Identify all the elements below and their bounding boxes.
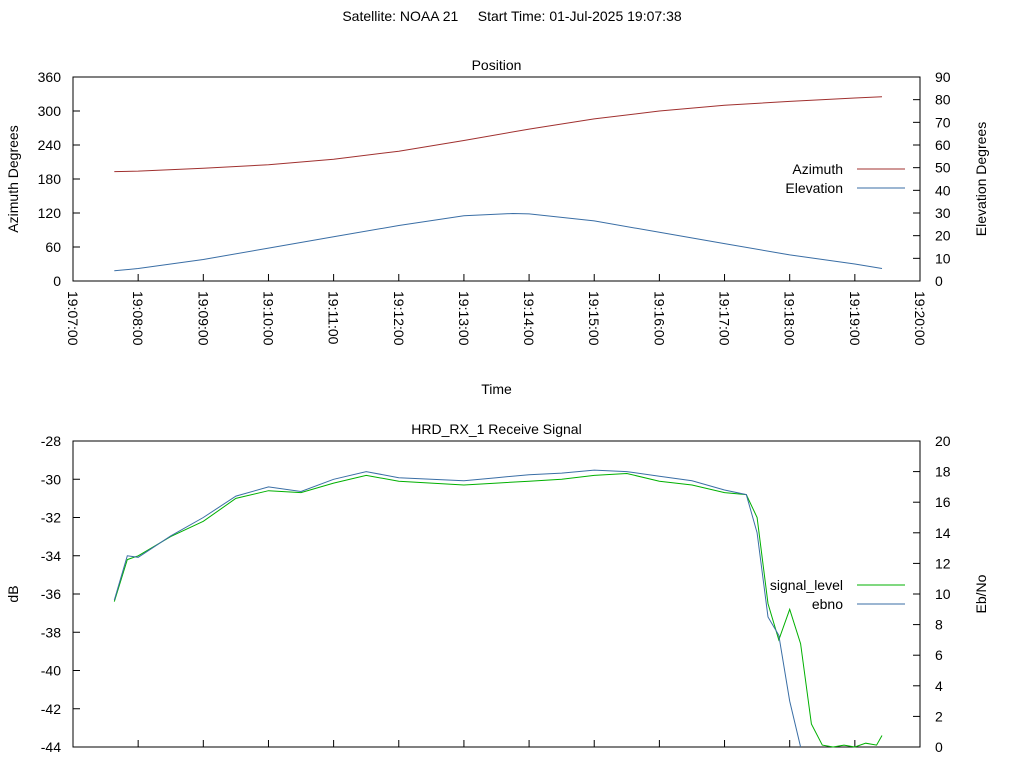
legend-label: Elevation: [785, 180, 843, 196]
y-tick-label: -42: [41, 701, 61, 717]
y-tick-label: -32: [41, 510, 61, 526]
y-axis-label: Azimuth Degrees: [5, 125, 21, 232]
y2-tick-label: 20: [935, 433, 951, 449]
y2-tick-label: 0: [935, 739, 943, 755]
y2-tick-label: 50: [935, 160, 951, 176]
y-tick-label: -38: [41, 624, 61, 640]
y2-tick-label: 60: [935, 137, 951, 153]
y2-tick-label: 10: [935, 250, 951, 266]
y2-tick-label: 30: [935, 205, 951, 221]
y-tick-label: 240: [38, 137, 62, 153]
y2-tick-label: 2: [935, 708, 943, 724]
series-line-signal-level: [113, 472, 883, 748]
y2-tick-label: 10: [935, 586, 951, 602]
x-tick-label: 19:14:00: [521, 291, 537, 346]
x-tick-label: 19:11:00: [326, 291, 342, 345]
y-tick-label: -30: [41, 471, 61, 487]
x-tick-label: 19:15:00: [586, 291, 602, 346]
legend-label: ebno: [812, 596, 843, 612]
x-axis-label: Time: [481, 381, 512, 397]
y2-tick-label: 16: [935, 494, 951, 510]
x-tick-label: 19:19:00: [847, 291, 863, 346]
y2-tick-label: 18: [935, 464, 951, 480]
x-tick-label: 19:08:00: [130, 291, 146, 346]
y-tick-label: -40: [41, 663, 61, 679]
y-tick-label: 360: [38, 69, 62, 85]
x-tick-label: 19:13:00: [456, 291, 472, 346]
series-line-elevation: [114, 212, 883, 272]
y-tick-label: -28: [41, 433, 61, 449]
y2-tick-label: 20: [935, 228, 951, 244]
y-tick-label: 120: [38, 205, 62, 221]
plot-frame: [72, 440, 921, 748]
x-tick-label: 19:09:00: [195, 291, 211, 346]
x-tick-label: 19:16:00: [651, 291, 667, 346]
y2-tick-label: 0: [935, 273, 943, 289]
y-tick-label: 0: [53, 273, 61, 289]
x-tick-label: 19:12:00: [391, 291, 407, 346]
y2-tick-label: 12: [935, 555, 951, 571]
y-tick-label: -44: [41, 739, 61, 755]
y2-tick-label: 70: [935, 114, 951, 130]
legend-label: signal_level: [770, 577, 843, 593]
y2-tick-label: 40: [935, 182, 951, 198]
y-tick-label: -36: [41, 586, 61, 602]
y2-tick-label: 8: [935, 617, 943, 633]
series-line-azimuth: [114, 96, 883, 173]
series-line-ebno: [113, 469, 802, 748]
x-tick-label: 19:10:00: [260, 291, 276, 346]
y-tick-label: 300: [38, 103, 62, 119]
chart-title: Position: [472, 57, 522, 73]
y2-tick-label: 6: [935, 647, 943, 663]
y2-axis-label: Eb/No: [973, 574, 989, 613]
y2-tick-label: 80: [935, 92, 951, 108]
y2-tick-label: 90: [935, 69, 951, 85]
y2-tick-label: 4: [935, 678, 943, 694]
y-tick-label: -34: [41, 548, 61, 564]
x-tick-label: 19:07:00: [65, 291, 81, 346]
page-title: Satellite: NOAA 21 Start Time: 01-Jul-20…: [342, 8, 682, 24]
y2-tick-label: 14: [935, 525, 951, 541]
legend-label: Azimuth: [792, 161, 843, 177]
x-tick-label: 19:17:00: [717, 291, 733, 346]
chart-title: HRD_RX_1 Receive Signal: [411, 421, 581, 437]
x-tick-label: 19:20:00: [912, 291, 928, 346]
y2-axis-label: Elevation Degrees: [973, 122, 989, 236]
y-tick-label: 60: [45, 239, 61, 255]
y-tick-label: 180: [38, 171, 62, 187]
x-tick-label: 19:18:00: [782, 291, 798, 346]
y-axis-label: dB: [5, 585, 21, 602]
